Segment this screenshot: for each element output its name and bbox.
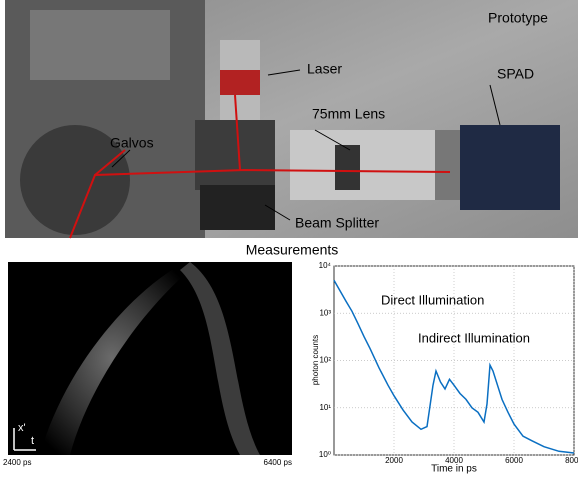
x-tick-label: 6000 [505, 456, 523, 465]
annotation: Direct Illumination [381, 292, 484, 307]
x-tick-label: 8000 [565, 456, 578, 465]
splitter-cube [195, 120, 275, 190]
y-tick-label: 10⁰ [319, 450, 331, 459]
streak-range-label: 6400 ps [264, 458, 292, 467]
photo-label: Beam Splitter [295, 215, 379, 231]
photo-label: 75mm Lens [312, 106, 385, 122]
decay-chart: photon counts Time in ps 10⁰10¹10²10³10⁴… [311, 261, 578, 475]
y-tick-label: 10⁴ [319, 261, 332, 270]
laser-label [220, 70, 260, 95]
annotation: Indirect Illumination [418, 330, 530, 345]
photo-label: Laser [307, 61, 342, 77]
streak-axis-label: x' [18, 422, 26, 434]
section-title: Measurements [246, 242, 339, 258]
photo-label: Prototype [488, 10, 548, 26]
splitter-face [200, 185, 275, 230]
x-tick-label: 4000 [445, 456, 463, 465]
photo-label: Galvos [110, 135, 154, 151]
spad [460, 125, 560, 210]
y-tick-label: 10¹ [319, 403, 331, 412]
lens-tube [290, 130, 440, 200]
photo: Prototype Laser 75mm Lens SPAD Galvos Be… [5, 0, 578, 238]
streak-range-label: 2400 ps [3, 458, 31, 467]
streak-image: x' t 2400 ps 6400 ps [3, 262, 292, 467]
x-tick-label: 2000 [385, 456, 403, 465]
y-tick-label: 10³ [319, 308, 331, 317]
lens-ring [335, 145, 360, 190]
figure: Prototype Laser 75mm Lens SPAD Galvos Be… [0, 0, 578, 475]
x-axis-label: Time in ps [431, 464, 477, 475]
streak-axis-label: t [31, 435, 34, 447]
y-tick-label: 10² [319, 356, 331, 365]
stage [30, 10, 170, 80]
photo-label: SPAD [497, 66, 534, 82]
